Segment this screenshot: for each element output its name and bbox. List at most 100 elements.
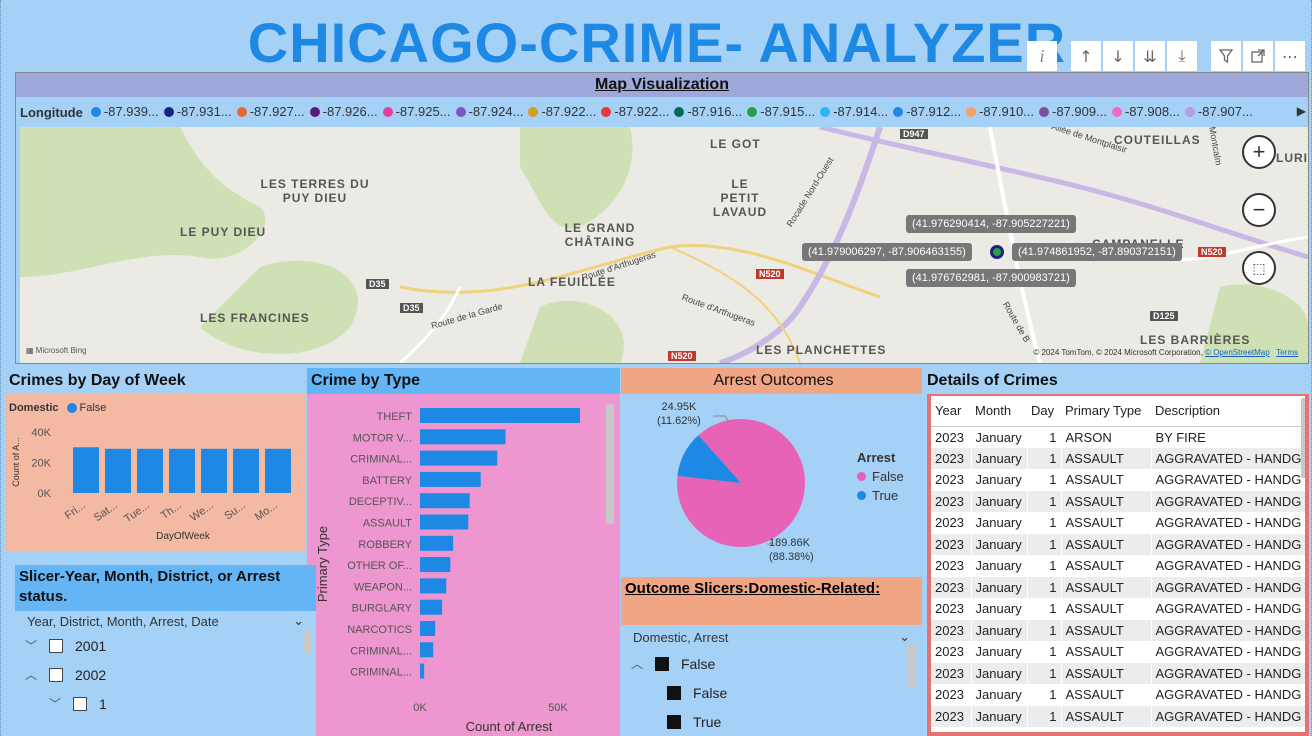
bar[interactable] [420,642,434,658]
outcome-slicer-header[interactable]: Domestic, Arrest ⌄ [633,629,910,645]
map-legend-item[interactable]: -87.931... [163,104,232,119]
map-legend-item[interactable]: -87.914... [820,104,888,119]
bar[interactable] [420,493,470,509]
map-legend-item[interactable]: -87.912... [893,104,961,119]
table-row[interactable]: 2023 January 1 ASSAULT AGGRAVATED - HANDG [931,533,1305,555]
bar[interactable] [420,663,425,679]
checkbox[interactable] [667,685,681,700]
slicer-item[interactable]: ﹀ 1 [49,695,107,712]
bar[interactable] [420,535,454,551]
bar[interactable] [201,448,227,493]
bar[interactable] [420,450,498,466]
table-row[interactable]: 2023 January 1 ASSAULT AGGRAVATED - HANDG [931,619,1305,641]
arrest-legend-item[interactable]: True [857,488,904,503]
bar[interactable] [420,557,451,573]
arrow-down-icon[interactable]: ↓ [1103,41,1133,71]
map-legend-item[interactable]: -87.922... [601,104,669,119]
bar[interactable] [420,599,443,615]
bar[interactable] [420,621,436,636]
column-header[interactable]: Day [1027,396,1061,427]
map-legend-item[interactable]: -87.922... [528,104,596,119]
column-header[interactable]: Primary Type [1061,396,1151,427]
map-legend-item[interactable]: -87.926... [309,104,378,119]
checkbox[interactable] [667,714,681,729]
zoom-out-icon[interactable]: − [1242,193,1276,227]
bar[interactable] [265,448,291,493]
slicer-item[interactable]: ︿ False [631,655,716,672]
bar[interactable] [420,408,580,423]
column-header[interactable]: Description [1151,396,1305,427]
more-options-icon[interactable]: ⋯ [1275,41,1305,71]
bar[interactable] [420,429,506,445]
table-row[interactable]: 2023 January 1 ASSAULT AGGRAVATED - HANDG [931,598,1305,620]
chevron-up-icon[interactable]: ︿ [25,668,38,682]
bar[interactable] [169,448,195,493]
slicer-item[interactable]: False [631,678,922,707]
table-row[interactable]: 2023 January 1 ASSAULT AGGRAVATED - HANDG [931,641,1305,663]
table-row[interactable]: 2023 January 1 ASSAULT AGGRAVATED - HANDG [931,490,1305,512]
table-row[interactable]: 2023 January 1 ASSAULT AGGRAVATED - HANDG [931,684,1305,706]
legend-next-icon[interactable]: ▶ [1296,104,1306,118]
column-header[interactable]: Month [971,396,1027,427]
focus-mode-icon[interactable] [1243,41,1273,71]
map-data-point[interactable] [990,245,1004,259]
bar[interactable] [420,578,447,594]
table-row[interactable]: 2023 January 1 ASSAULT AGGRAVATED - HANDG [931,576,1305,598]
chart-scrollbar[interactable] [606,404,614,524]
bar[interactable] [137,448,163,493]
details-table-container[interactable]: Year Month Day Primary Type Description 2023… [927,394,1309,736]
checkbox[interactable] [73,696,87,711]
bar[interactable] [233,448,259,493]
openstreetmap-link[interactable]: © OpenStreetMap [1205,348,1270,357]
bar[interactable] [420,471,481,487]
info-icon[interactable]: i [1027,41,1057,71]
slicer-scrollbar[interactable] [908,643,916,687]
table-row[interactable]: 2023 January 1 ASSAULT AGGRAVATED - HANDG [931,705,1305,727]
map-legend-item[interactable]: -87.939... [90,104,159,119]
bar[interactable] [420,514,469,530]
chevron-down-icon[interactable]: ﹀ [25,639,38,653]
map-legend-item[interactable]: -87.916... [674,104,742,119]
pie-slice[interactable] [677,435,741,483]
arrest-legend-item[interactable]: False [857,469,904,484]
terms-link[interactable]: Terms [1276,348,1298,357]
select-region-icon[interactable]: ⬚ [1242,251,1276,285]
filter-icon[interactable] [1211,41,1241,71]
chevron-down-icon[interactable]: ⌄ [899,629,910,644]
slicer-item[interactable]: ︿ 2002 [25,666,107,683]
year-slicer-header[interactable]: Year, District, Month, Arrest, Date ⌄ [27,613,304,629]
chevron-up-icon[interactable]: ︿ [631,657,644,671]
map-legend-item[interactable]: -87.909... [1039,104,1107,119]
chevron-down-icon[interactable]: ⌄ [293,613,304,628]
map-legend-item[interactable]: -87.910... [966,104,1034,119]
slicer-scrollbar[interactable] [304,631,312,653]
checkbox[interactable] [49,667,63,682]
checkbox[interactable] [655,656,669,671]
map-legend-item[interactable]: -87.908... [1111,104,1180,119]
bar[interactable] [73,447,99,493]
table-row[interactable]: 2023 January 1 ASSAULT AGGRAVATED - HANDG [931,662,1305,684]
map-legend-item[interactable]: -87.927... [236,104,305,119]
slicer-item[interactable]: True [631,707,922,736]
slicer-item[interactable]: ﹀ 2001 [25,637,107,654]
table-row[interactable]: 2023 January 1 ASSAULT AGGRAVATED - HANDG [931,469,1305,491]
column-header[interactable]: Year [931,396,971,427]
chevron-down-icon[interactable]: ﹀ [49,697,62,711]
dow-legend-item[interactable]: False [79,402,107,414]
table-row[interactable]: 2023 January 1 ASSAULT AGGRAVATED - HANDG [931,447,1305,469]
table-row[interactable]: 2023 January 1 ARSON BY FIRE [931,426,1305,448]
map-legend-item[interactable]: -87.924... [455,104,523,119]
map-legend-item[interactable]: -87.915... [747,104,815,119]
map-legend-item[interactable]: -87.925... [382,104,451,119]
map-canvas[interactable]: LE GOT COUTEILLAS LES TERRES DU PUY DIEU… [20,127,1308,363]
table-row[interactable]: 2023 January 1 ASSAULT AGGRAVATED - HANDG [931,555,1305,577]
arrow-up-icon[interactable]: ↑ [1071,41,1101,71]
zoom-in-icon[interactable]: + [1242,135,1276,169]
double-arrow-down-icon[interactable]: ⇊ [1135,41,1165,71]
checkbox[interactable] [49,638,63,653]
table-scrollbar[interactable] [1301,398,1305,478]
table-row[interactable]: 2023 January 1 ASSAULT AGGRAVATED - HANDG [931,512,1305,534]
bar[interactable] [105,448,131,493]
expand-hierarchy-icon[interactable]: ⤓ [1167,41,1197,71]
map-legend-item[interactable]: -87.907... [1184,104,1253,119]
